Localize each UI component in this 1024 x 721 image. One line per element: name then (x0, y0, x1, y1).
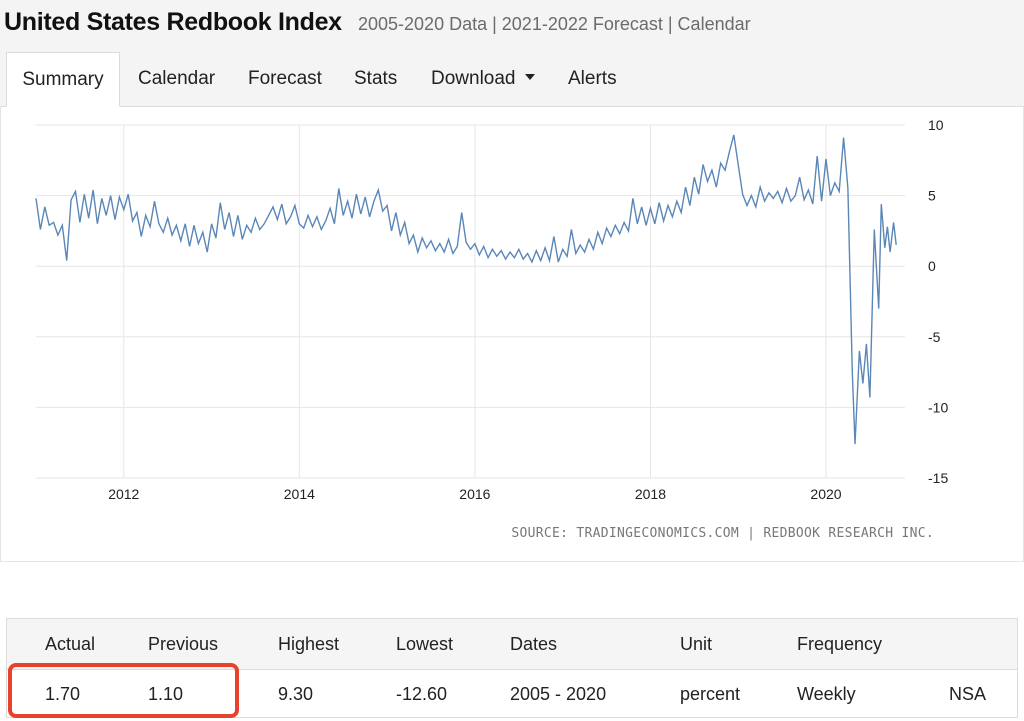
tab-alerts-label: Alerts (568, 68, 617, 89)
x-tick-label: 2012 (108, 486, 139, 502)
stats-header-highest: Highest (278, 634, 340, 654)
stats-header-unit: Unit (680, 634, 713, 654)
tab-download-label: Download (431, 68, 516, 89)
stats-table (6, 618, 1018, 718)
tab-calendar[interactable]: Calendar (138, 52, 215, 106)
page-subtitle[interactable]: 2005-2020 Data | 2021-2022 Forecast | Ca… (358, 14, 751, 34)
tab-alerts[interactable]: Alerts (568, 52, 617, 106)
stats-value-actual: 1.70 (45, 684, 81, 704)
tab-bar: Summary Calendar Forecast Stats Download… (0, 52, 1024, 107)
stats-value-adjustment: NSA (949, 684, 987, 704)
x-tick-label: 2018 (635, 486, 666, 502)
stats-header-actual: Actual (45, 634, 96, 654)
y-tick-label: 5 (928, 188, 936, 204)
tab-forecast-label: Forecast (248, 68, 322, 89)
stats-header-row (7, 619, 1017, 670)
y-tick-label: -15 (928, 470, 948, 486)
stats-value-frequency: Weekly (797, 684, 856, 704)
stats-value-lowest: -12.60 (396, 684, 448, 704)
tab-summary[interactable]: Summary (6, 52, 120, 107)
stats-header-frequency: Frequency (797, 634, 883, 654)
tab-summary-label: Summary (22, 69, 104, 90)
page-title: United States Redbook Index (4, 8, 342, 36)
highlight-box (8, 663, 239, 718)
y-tick-label: -5 (928, 329, 941, 345)
chart-source[interactable]: SOURCE: TRADINGECONOMICS.COM | REDBOOK R… (511, 526, 934, 541)
tab-calendar-label: Calendar (138, 68, 216, 89)
stats-value-unit: percent (680, 684, 741, 704)
stats-value-highest: 9.30 (278, 684, 314, 704)
stats-value-previous: 1.10 (148, 684, 184, 704)
redbook-line-chart[interactable]: 10 5 0 -5 -10 -15 2012 2014 2016 2018 2020 (0, 0, 1024, 520)
chart-series-line (35, 134, 897, 445)
tab-download[interactable]: Download (431, 52, 535, 106)
tab-stats-label: Stats (354, 68, 398, 89)
x-tick-label: 2016 (459, 486, 490, 502)
x-tick-label: 2014 (284, 486, 315, 502)
y-tick-label: 0 (928, 258, 936, 274)
stats-header-dates: Dates (510, 634, 558, 654)
y-tick-label: 10 (928, 117, 944, 133)
stats-value-dates: 2005 - 2020 (510, 684, 607, 704)
chevron-down-icon (524, 73, 535, 80)
y-tick-label: -10 (928, 399, 948, 415)
tab-stats[interactable]: Stats (354, 52, 397, 106)
tab-forecast[interactable]: Forecast (248, 52, 322, 106)
page-header: United States Redbook Index 2005-2020 Da… (0, 0, 1024, 52)
x-tick-label: 2020 (810, 486, 841, 502)
stats-header-lowest: Lowest (396, 634, 454, 654)
stats-header-previous: Previous (148, 634, 219, 654)
